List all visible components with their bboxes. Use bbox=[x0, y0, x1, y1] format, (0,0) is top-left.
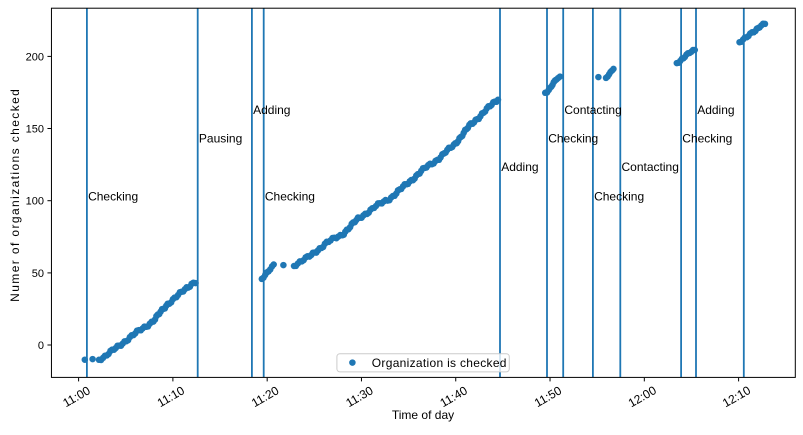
svg-text:Organization is checked: Organization is checked bbox=[372, 356, 507, 370]
svg-text:50: 50 bbox=[32, 268, 44, 280]
svg-text:Checking: Checking bbox=[548, 131, 598, 145]
svg-text:Adding: Adding bbox=[501, 160, 538, 174]
svg-text:0: 0 bbox=[38, 340, 44, 352]
svg-text:Time of day: Time of day bbox=[392, 408, 454, 422]
svg-text:Checking: Checking bbox=[265, 189, 315, 203]
svg-text:Contacting: Contacting bbox=[622, 160, 679, 174]
svg-text:Contacting: Contacting bbox=[564, 103, 621, 117]
svg-text:100: 100 bbox=[26, 196, 44, 208]
svg-text:Checking: Checking bbox=[682, 131, 732, 145]
svg-text:Adding: Adding bbox=[697, 103, 734, 117]
svg-text:Checking: Checking bbox=[88, 189, 138, 203]
svg-text:Pausing: Pausing bbox=[199, 131, 242, 145]
svg-text:Numer of organizations checked: Numer of organizations checked bbox=[8, 88, 22, 302]
svg-text:150: 150 bbox=[26, 123, 44, 135]
svg-text:Checking: Checking bbox=[594, 189, 644, 203]
svg-text:Adding: Adding bbox=[253, 103, 290, 117]
svg-text:200: 200 bbox=[26, 51, 44, 63]
